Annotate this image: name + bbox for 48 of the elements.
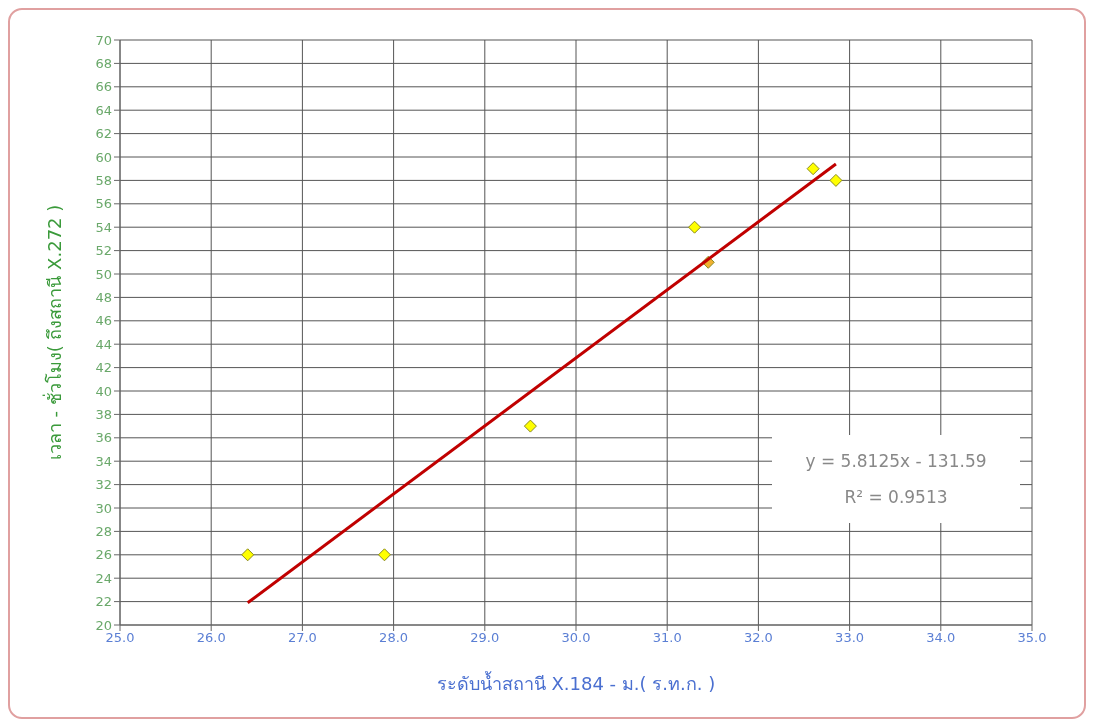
x-tick-label: 30.0 [561, 630, 591, 646]
y-tick-label: 54 [95, 219, 112, 235]
y-tick-label: 68 [95, 56, 112, 72]
x-tick-label: 33.0 [835, 630, 865, 646]
x-tick-label: 28.0 [379, 630, 409, 646]
point [241, 548, 255, 562]
y-tick-label: 28 [95, 524, 112, 540]
y-tick-label: 30 [95, 500, 112, 516]
y-tick-label: 34 [95, 453, 112, 469]
y-tick-label: 32 [95, 477, 112, 493]
y-tick-label: 36 [95, 430, 112, 446]
y-tick-label: 64 [95, 102, 112, 118]
y-tick-label: 26 [95, 547, 112, 563]
y-tick-label: 46 [95, 313, 112, 329]
point [377, 548, 391, 562]
y-axis-title: เวลา - ชั่วโมง( ถึงสถานี X.272 ) [42, 204, 66, 461]
x-axis-title: ระดับน้ำสถานี X.184 - ม.( ร.ท.ก. ) [436, 671, 716, 694]
y-tick-label: 56 [95, 196, 112, 212]
y-tick-label: 50 [95, 266, 112, 282]
y-tick-label: 62 [95, 126, 112, 142]
x-tick-label: 29.0 [470, 630, 500, 646]
y-tick-label: 48 [95, 290, 112, 306]
y-tick-label: 70 [95, 32, 112, 48]
y-tick-label: 52 [95, 243, 112, 259]
y-tick-label: 58 [95, 173, 112, 189]
annotation: R² = 0.9513 [843, 486, 949, 509]
equation-text-box: y = 5.8125x - 131.59 R² = 0.9513 [772, 435, 1020, 523]
y-tick-label: 42 [95, 360, 112, 376]
point [523, 419, 537, 433]
y-tick-label: 60 [95, 149, 112, 165]
x-tick-label: 26.0 [196, 630, 226, 646]
point [688, 220, 702, 234]
y-tick-label: 44 [95, 336, 112, 352]
x-tick-label: 31.0 [652, 630, 682, 646]
y-tick-label: 40 [95, 383, 112, 399]
point [829, 173, 843, 187]
y-tick-label: 38 [95, 407, 112, 423]
y-tick-label: 24 [95, 570, 112, 586]
x-tick-label: 34.0 [926, 630, 956, 646]
y-tick-label: 66 [95, 79, 112, 95]
point [806, 162, 820, 176]
x-tick-label: 25.0 [105, 630, 135, 646]
x-tick-label: 27.0 [287, 630, 317, 646]
x-tick-label: 35.0 [1017, 630, 1047, 646]
y-tick-label: 22 [95, 594, 112, 610]
annotation: y = 5.8125x - 131.59 [804, 450, 988, 473]
y-tick-label: 20 [95, 617, 112, 633]
x-tick-label: 32.0 [743, 630, 773, 646]
